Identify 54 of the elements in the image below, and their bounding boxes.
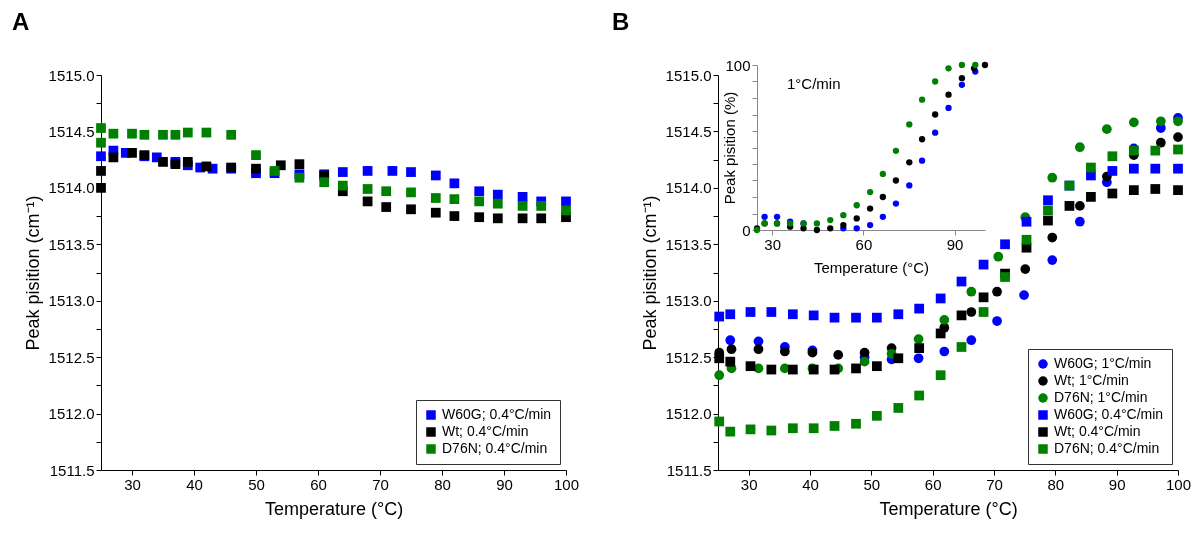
x-tick-label: 100 <box>553 475 580 493</box>
x-tick-label: 90 <box>1108 475 1126 493</box>
y-tick-label: 1513.0 <box>665 292 712 310</box>
x-axis-title: Temperature (°C) <box>879 498 1018 519</box>
x-tick-label: 50 <box>863 475 881 493</box>
annotation: 1°C/min <box>787 75 841 92</box>
y-tick-label: 1514.0 <box>48 179 95 197</box>
legend-label: D76N; 0.4°C/min <box>1054 440 1160 456</box>
x-tick-label: 100 <box>1165 475 1192 493</box>
chart-title: B <box>612 8 630 35</box>
x-tick-label: 60 <box>855 235 873 253</box>
y-tick-label: 1512.5 <box>48 348 95 366</box>
y-axis-title: Peak pisition (%) <box>720 91 738 205</box>
x-tick-label: 80 <box>1047 475 1065 493</box>
y-tick-label: 1513.0 <box>48 292 95 310</box>
x-tick-label: 60 <box>310 475 327 493</box>
y-tick-label: 1514.5 <box>48 122 95 140</box>
y-axis-title: Peak pisition (cm⁻¹) <box>639 195 660 351</box>
x-tick-label: 30 <box>764 235 782 253</box>
y-tick-label: 1515.0 <box>665 66 712 84</box>
x-axis-title: Temperature (°C) <box>813 258 930 276</box>
y-tick-label: 0 <box>742 221 751 239</box>
x-tick-label: 70 <box>372 475 389 493</box>
x-tick-label: 70 <box>986 475 1003 493</box>
x-tick-label: 50 <box>248 475 265 493</box>
chart-title: A <box>12 8 30 35</box>
x-tick-label: 60 <box>924 475 942 493</box>
y-tick-label: 1512.0 <box>665 405 712 423</box>
legend-label: Wt; 0.4°C/min <box>442 423 529 439</box>
x-tick-label: 30 <box>740 475 758 493</box>
y-tick-label: 1512.0 <box>48 405 95 423</box>
y-tick-label: 1512.5 <box>665 348 712 366</box>
y-axis-title: Peak pisition (cm⁻¹) <box>22 195 43 351</box>
y-tick-label: 1515.0 <box>48 66 95 84</box>
legend-label: W60G; 1°C/min <box>1054 355 1152 371</box>
y-tick-label: 1513.5 <box>48 235 95 253</box>
y-tick-label: 1514.0 <box>665 179 712 197</box>
legend-label: Wt; 1°C/min <box>1054 372 1129 388</box>
x-tick-label: 40 <box>186 475 203 493</box>
legend-label: D76N; 1°C/min <box>1054 389 1148 405</box>
legend-label: W60G; 0.4°C/min <box>1054 406 1164 422</box>
x-axis-title: Temperature (°C) <box>264 498 404 519</box>
x-tick-label: 80 <box>434 475 451 493</box>
x-tick-label: 90 <box>946 235 964 253</box>
y-tick-label: 1514.5 <box>665 122 712 140</box>
y-tick-label: 1511.5 <box>666 461 712 479</box>
x-tick-label: 90 <box>496 475 513 493</box>
legend-label: Wt; 0.4°C/min <box>1054 423 1141 439</box>
x-tick-label: 40 <box>802 475 819 493</box>
x-tick-label: 30 <box>124 475 141 493</box>
y-tick-label: 1513.5 <box>665 235 712 253</box>
legend-label: W60G; 0.4°C/min <box>442 406 552 422</box>
y-tick-label: 1511.5 <box>49 461 95 479</box>
legend-label: D76N; 0.4°C/min <box>442 440 548 456</box>
